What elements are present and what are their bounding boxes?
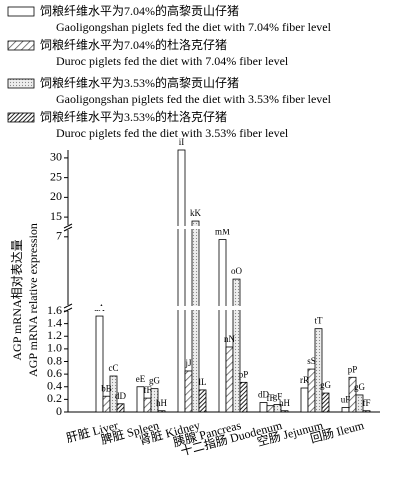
bar — [280, 410, 289, 413]
value-label: jJ — [184, 358, 192, 368]
bar — [300, 387, 309, 413]
legend-label: 饲粮纤维水平为3.53%的杜洛克仔猪 — [40, 109, 227, 124]
bar — [307, 368, 316, 413]
value-label: pP — [239, 369, 249, 379]
y-tick-label: 1.6 — [47, 303, 62, 317]
value-label: fF — [362, 398, 370, 408]
bar — [341, 407, 350, 413]
value-label: mM — [215, 227, 230, 237]
value-label: kK — [190, 208, 202, 218]
value-label: gG — [354, 382, 366, 392]
bar — [150, 388, 159, 413]
value-label: eE — [136, 374, 146, 384]
value-label: uF — [341, 395, 351, 405]
value-label: bB — [101, 383, 112, 393]
value-label: gF — [273, 391, 283, 401]
bar — [95, 315, 104, 413]
y-tick-label: 20 — [50, 189, 62, 203]
break-mark — [63, 226, 73, 232]
bar — [273, 404, 282, 413]
value-label: hH — [279, 398, 291, 408]
bar — [314, 328, 323, 413]
legend-sublabel: Duroc piglets fed the diet with 7.04% fi… — [56, 54, 289, 68]
value-label: pP — [348, 364, 358, 374]
y-tick-label: 1.4 — [47, 315, 62, 329]
value-label: gG — [320, 380, 332, 390]
bar — [143, 397, 152, 413]
bar — [239, 381, 248, 413]
bar — [102, 395, 111, 413]
y-tick-label: 0.6 — [47, 366, 62, 380]
y-tick-label: 0.2 — [47, 391, 62, 405]
y-tick-label: 15 — [50, 209, 62, 223]
bar — [177, 149, 186, 413]
value-label: rR — [300, 375, 309, 385]
bar — [198, 389, 207, 413]
bar — [232, 278, 241, 413]
y-tick-label: 0.8 — [47, 353, 62, 367]
bar — [157, 410, 166, 413]
bar — [362, 410, 371, 413]
legend-label: 饲粮纤维水平为7.04%的高黎贡山仔猪 — [40, 3, 239, 18]
y-tick-label: 25 — [50, 169, 62, 183]
y-tick-label: 1.0 — [47, 341, 62, 355]
bar — [355, 394, 364, 413]
bar — [109, 375, 118, 413]
value-label: iI — [179, 137, 185, 147]
legend-label: 饲粮纤维水平为3.53%的高黎贡山仔猪 — [40, 75, 239, 90]
value-label: hH — [156, 398, 168, 408]
value-label: tT — [315, 316, 324, 326]
axis-break — [66, 306, 382, 310]
value-label: lL — [199, 377, 207, 387]
value-label: dD — [115, 391, 127, 401]
y-tick-label: 0 — [56, 404, 62, 418]
y-label: AGP mRNA相对表达量 AGP mRNA relative expressi… — [10, 223, 40, 377]
break-mark — [63, 303, 73, 309]
bar — [116, 403, 125, 413]
legend-sublabel: Duroc piglets fed the diet with 3.53% fi… — [56, 126, 289, 140]
bar — [266, 405, 275, 413]
value-label: sS — [307, 356, 316, 366]
value-label: oO — [231, 266, 243, 276]
value-label: nN — [224, 334, 236, 344]
legend-sublabel: Gaoligongshan piglets fed the diet with … — [56, 20, 332, 34]
y-tick-label: 0.4 — [47, 379, 62, 393]
bar — [218, 239, 227, 413]
value-label: cC — [109, 363, 119, 373]
legend-swatch — [7, 112, 35, 123]
value-label: dD — [258, 390, 270, 400]
bar — [259, 402, 268, 413]
bar — [225, 346, 234, 413]
y-label-en: AGP mRNA relative expression — [26, 223, 40, 377]
legend-label: 饲粮纤维水平为7.04%的杜洛克仔猪 — [40, 37, 227, 52]
bar — [184, 370, 193, 413]
value-label: gG — [149, 376, 161, 386]
bar — [321, 392, 330, 413]
y-tick-label: 30 — [50, 150, 62, 164]
y-tick-label: 1.2 — [47, 328, 62, 342]
legend-swatch — [7, 78, 35, 89]
y-label-cn: AGP mRNA相对表达量 — [10, 239, 24, 360]
bars — [95, 149, 371, 413]
value-label: fF — [143, 385, 151, 395]
legend-sublabel: Gaoligongshan piglets fed the diet with … — [56, 92, 332, 106]
break-mark — [63, 223, 73, 229]
legend-swatch — [7, 40, 35, 51]
value-label: fF — [266, 393, 274, 403]
bar — [191, 220, 200, 413]
axis-break — [66, 226, 382, 229]
y-tick-label: 7 — [56, 229, 62, 243]
break-mark — [63, 307, 73, 313]
legend-swatch — [7, 6, 35, 17]
